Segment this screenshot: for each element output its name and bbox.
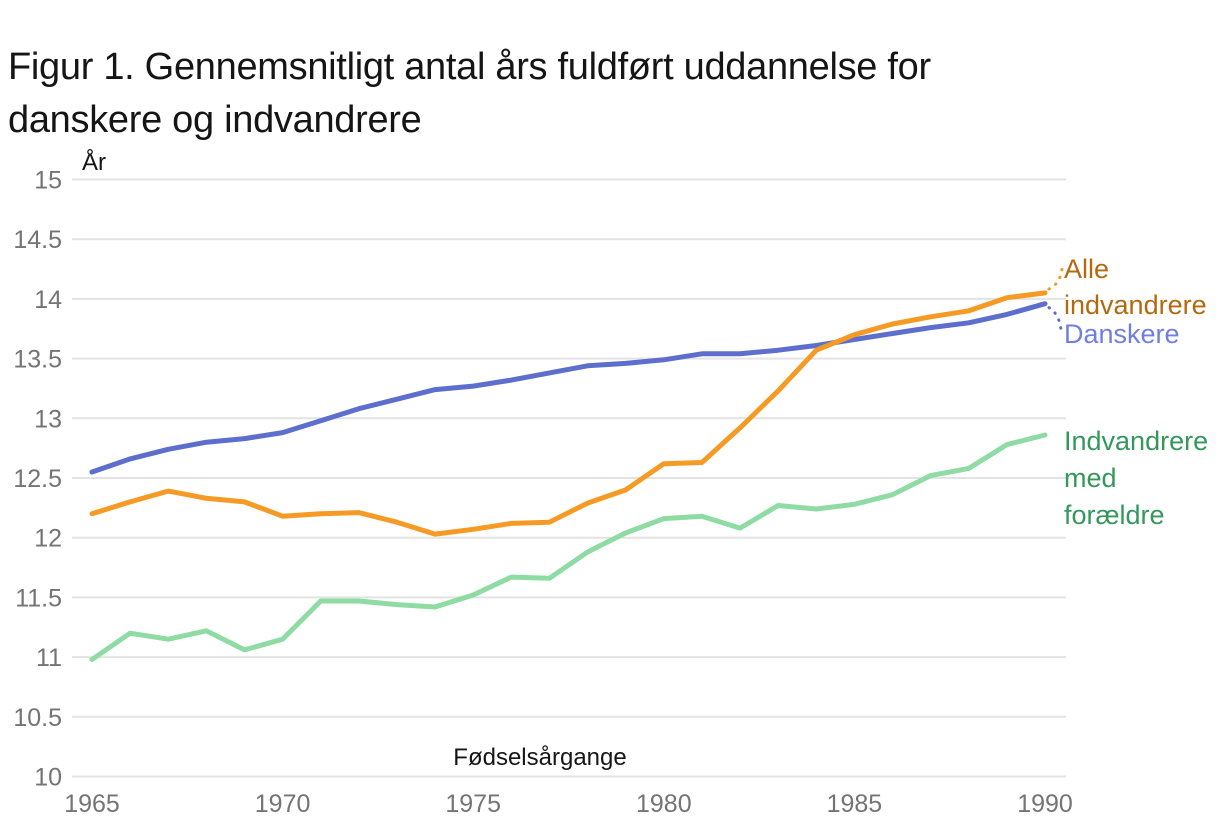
x-tick-label: 1980 bbox=[636, 790, 692, 818]
series-label-indvandrere-med-foraeldre: Indvandrere med forældre bbox=[1064, 426, 1209, 530]
y-axis-unit-label: År bbox=[82, 149, 106, 176]
series-line-danskere bbox=[89, 301, 1048, 475]
y-tick-label: 14 bbox=[34, 286, 62, 314]
chart-title: Figur 1. Gennemsnitligt antal års fuldfø… bbox=[8, 46, 931, 142]
series-line-indvandrere-med-foraeldre bbox=[89, 432, 1048, 662]
series-label-alle-indvandrere: Alle indvandrere bbox=[1064, 254, 1207, 320]
y-tick-label: 14.5 bbox=[13, 226, 62, 254]
y-tick-label: 12 bbox=[34, 525, 62, 553]
series-line-alle-indvandrere bbox=[89, 290, 1048, 537]
y-tick-label: 13 bbox=[34, 405, 62, 433]
x-tick-label: 1975 bbox=[445, 790, 501, 818]
y-tick-label: 10 bbox=[34, 764, 62, 792]
y-tick-label: 11 bbox=[36, 644, 62, 672]
y-tick-label: 12.5 bbox=[13, 465, 62, 493]
x-tick-label: 1990 bbox=[1017, 790, 1073, 818]
y-tick-label: 15 bbox=[34, 167, 62, 195]
x-tick-label: 1970 bbox=[255, 790, 311, 818]
x-tick-label: 1965 bbox=[64, 790, 120, 818]
y-tick-label: 11.5 bbox=[15, 584, 62, 612]
series-label-danskere: Danskere bbox=[1064, 319, 1180, 349]
y-tick-label: 10.5 bbox=[13, 704, 62, 732]
leader-line-danskere bbox=[1047, 306, 1063, 332]
y-tick-label: 13.5 bbox=[13, 346, 62, 374]
x-tick-label: 1985 bbox=[827, 790, 883, 818]
x-axis-title: Fødselsårgange bbox=[453, 744, 627, 771]
leader-line-alle-indvandrere bbox=[1047, 267, 1064, 291]
